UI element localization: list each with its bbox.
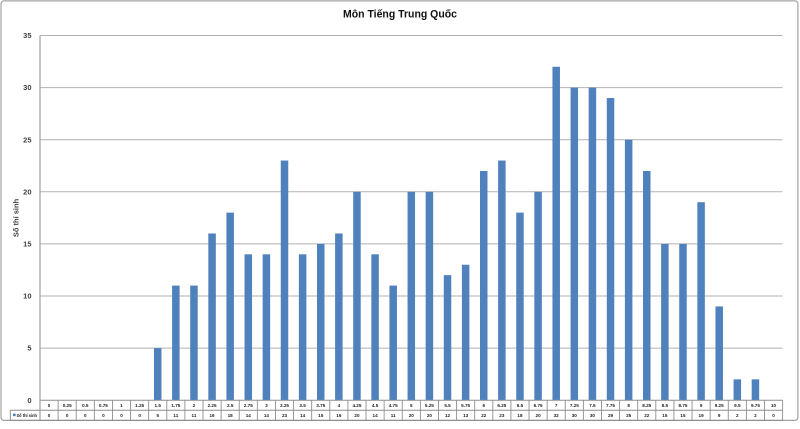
svg-text:5: 5 <box>156 413 159 418</box>
svg-text:15: 15 <box>23 240 31 249</box>
svg-text:14: 14 <box>300 413 306 418</box>
svg-text:6.75: 6.75 <box>534 403 543 408</box>
svg-text:2: 2 <box>754 413 757 418</box>
svg-text:8: 8 <box>627 403 630 408</box>
svg-text:6.5: 6.5 <box>517 403 524 408</box>
svg-text:0: 0 <box>48 413 51 418</box>
svg-text:14: 14 <box>246 413 252 418</box>
svg-text:13: 13 <box>463 413 469 418</box>
svg-text:23: 23 <box>282 413 288 418</box>
svg-text:7.75: 7.75 <box>606 403 615 408</box>
svg-text:11: 11 <box>391 413 396 418</box>
svg-text:5: 5 <box>27 344 31 353</box>
svg-text:0: 0 <box>772 413 775 418</box>
svg-text:0: 0 <box>66 413 69 418</box>
svg-text:0: 0 <box>120 413 123 418</box>
svg-text:32: 32 <box>554 413 560 418</box>
svg-text:25: 25 <box>626 413 632 418</box>
svg-text:14: 14 <box>373 413 379 418</box>
svg-text:9.75: 9.75 <box>751 403 760 408</box>
svg-text:0: 0 <box>84 413 87 418</box>
svg-text:0.5: 0.5 <box>82 403 89 408</box>
svg-text:22: 22 <box>481 413 487 418</box>
svg-text:0: 0 <box>48 403 51 408</box>
svg-text:10: 10 <box>23 292 31 301</box>
svg-text:20: 20 <box>409 413 415 418</box>
svg-text:19: 19 <box>699 413 705 418</box>
svg-text:11: 11 <box>192 413 197 418</box>
svg-text:3.75: 3.75 <box>316 403 325 408</box>
svg-text:11: 11 <box>173 413 178 418</box>
svg-text:4.5: 4.5 <box>372 403 379 408</box>
svg-text:0: 0 <box>27 396 31 405</box>
svg-text:18: 18 <box>517 413 523 418</box>
svg-text:20: 20 <box>23 187 31 196</box>
svg-text:1.75: 1.75 <box>171 403 180 408</box>
svg-text:8.75: 8.75 <box>679 403 688 408</box>
svg-text:8.5: 8.5 <box>662 403 669 408</box>
svg-text:4.75: 4.75 <box>389 403 398 408</box>
svg-text:9: 9 <box>718 413 721 418</box>
svg-text:2: 2 <box>193 403 196 408</box>
svg-text:14: 14 <box>264 413 270 418</box>
svg-text:20: 20 <box>536 413 542 418</box>
svg-text:16: 16 <box>336 413 342 418</box>
svg-text:2: 2 <box>736 413 739 418</box>
svg-text:10: 10 <box>771 403 777 408</box>
svg-text:5: 5 <box>410 403 413 408</box>
svg-text:23: 23 <box>499 413 505 418</box>
svg-text:3: 3 <box>265 403 268 408</box>
svg-text:6.25: 6.25 <box>497 403 506 408</box>
svg-text:15: 15 <box>318 413 324 418</box>
svg-text:0.75: 0.75 <box>99 403 108 408</box>
svg-text:7.5: 7.5 <box>589 403 596 408</box>
svg-text:9: 9 <box>700 403 703 408</box>
svg-text:29: 29 <box>608 413 614 418</box>
svg-text:16: 16 <box>210 413 216 418</box>
svg-text:9.25: 9.25 <box>715 403 724 408</box>
svg-text:2.75: 2.75 <box>244 403 253 408</box>
svg-text:2.25: 2.25 <box>208 403 217 408</box>
svg-text:22: 22 <box>644 413 650 418</box>
svg-text:12: 12 <box>445 413 451 418</box>
svg-text:4: 4 <box>338 403 341 408</box>
svg-text:3.5: 3.5 <box>299 403 306 408</box>
svg-text:7: 7 <box>555 403 558 408</box>
svg-text:0.25: 0.25 <box>63 403 72 408</box>
svg-text:5.25: 5.25 <box>425 403 434 408</box>
svg-text:15: 15 <box>662 413 668 418</box>
svg-text:8.25: 8.25 <box>642 403 651 408</box>
svg-text:0: 0 <box>138 413 141 418</box>
svg-text:9.5: 9.5 <box>734 403 741 408</box>
svg-text:35: 35 <box>23 31 31 40</box>
svg-text:0: 0 <box>102 413 105 418</box>
svg-text:18: 18 <box>228 413 234 418</box>
svg-text:30: 30 <box>23 83 31 92</box>
svg-text:5.75: 5.75 <box>461 403 470 408</box>
svg-text:Môn Tiếng Trung Quốc: Môn Tiếng Trung Quốc <box>343 8 457 20</box>
svg-text:6: 6 <box>482 403 485 408</box>
svg-text:15: 15 <box>680 413 686 418</box>
svg-text:1.5: 1.5 <box>155 403 162 408</box>
svg-text:7.25: 7.25 <box>570 403 579 408</box>
svg-text:30: 30 <box>590 413 596 418</box>
svg-text:1.25: 1.25 <box>135 403 144 408</box>
svg-text:20: 20 <box>354 413 360 418</box>
svg-text:5.5: 5.5 <box>444 403 451 408</box>
svg-text:20: 20 <box>427 413 433 418</box>
svg-text:Số thí sinh: Số thí sinh <box>12 198 21 237</box>
svg-text:3.25: 3.25 <box>280 403 289 408</box>
svg-text:Số thí sinh: Số thí sinh <box>17 412 38 418</box>
svg-text:2.5: 2.5 <box>227 403 234 408</box>
svg-text:4.25: 4.25 <box>352 403 361 408</box>
svg-text:1: 1 <box>120 403 123 408</box>
svg-text:30: 30 <box>572 413 578 418</box>
svg-text:25: 25 <box>23 135 31 144</box>
